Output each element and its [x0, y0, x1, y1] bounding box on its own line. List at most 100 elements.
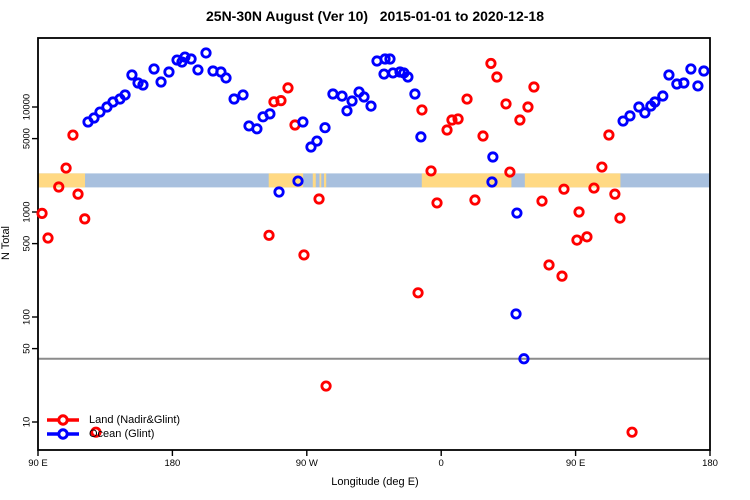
- ocean-data-point: [409, 88, 421, 100]
- ocean-data-point: [639, 107, 651, 119]
- land-data-point: [477, 130, 489, 142]
- x-tick-label: 90 E: [28, 458, 48, 469]
- ocean-data-point: [486, 176, 498, 188]
- ocean-data-point: [88, 112, 100, 124]
- ocean-data-point: [179, 51, 191, 63]
- legend: Land (Nadir&Glint) Ocean (Glint): [46, 413, 180, 441]
- land-data-point: [556, 270, 568, 282]
- ocean-data-point: [692, 80, 704, 92]
- ocean-data-point: [251, 123, 263, 135]
- ocean-data-point: [126, 69, 138, 81]
- land-data-point: [90, 426, 102, 438]
- land-data-point: [614, 212, 626, 224]
- land-data-point: [536, 195, 548, 207]
- plot-frame: [37, 37, 711, 451]
- x-tick-label: 180: [702, 458, 718, 469]
- land-data-point: [313, 193, 325, 205]
- y-axis-title: N Total: [0, 225, 12, 261]
- land-data-point: [298, 249, 310, 261]
- land-data-point: [452, 113, 464, 125]
- land-data-point: [588, 182, 600, 194]
- x-axis-title: Longitude (deg E): [331, 476, 419, 488]
- x-tick-label: 90 W: [296, 458, 318, 469]
- land-data-point: [412, 287, 424, 299]
- legend-row-ocean: Ocean (Glint): [46, 427, 180, 441]
- ocean-data-point: [163, 66, 175, 78]
- ocean-data-point: [346, 95, 358, 107]
- land-data-point: [67, 129, 79, 141]
- land-data-point: [36, 207, 48, 219]
- ocean-data-point: [663, 69, 675, 81]
- y-tick-label: 1000: [22, 201, 33, 222]
- ocean-data-point: [336, 90, 348, 102]
- x-tick-label: 180: [164, 458, 180, 469]
- land-data-point: [543, 259, 555, 271]
- ocean-data-point: [220, 72, 232, 84]
- ocean-data-point: [200, 47, 212, 59]
- y-tick-label: 10000: [22, 94, 33, 120]
- legend-row-land: Land (Nadir&Glint): [46, 413, 180, 427]
- land-data-point: [72, 188, 84, 200]
- ocean-data-point: [292, 175, 304, 187]
- ocean-data-point: [379, 53, 391, 65]
- land-data-point: [609, 188, 621, 200]
- y-tick-label: 500: [22, 236, 33, 252]
- y-tick-label: 5000: [22, 128, 33, 149]
- ocean-data-point: [518, 353, 530, 365]
- ocean-data-point: [365, 100, 377, 112]
- ocean-data-point: [617, 115, 629, 127]
- land-data-point: [603, 129, 615, 141]
- ocean-data-point: [137, 79, 149, 91]
- ocean-data-point: [192, 64, 204, 76]
- land-data-point: [581, 231, 593, 243]
- ocean-data-point: [119, 89, 131, 101]
- land-data-point: [571, 234, 583, 246]
- ocean-data-point: [237, 89, 249, 101]
- ocean-data-point: [415, 131, 427, 143]
- land-data-point: [485, 57, 497, 70]
- ocean-data-point: [624, 110, 636, 122]
- ocean-data-point: [319, 122, 331, 134]
- ocean-data-point: [341, 105, 353, 117]
- land-data-point: [275, 95, 287, 107]
- land-data-point: [522, 101, 534, 113]
- land-data-point: [79, 213, 91, 225]
- land-data-point: [263, 229, 275, 241]
- land-data-point: [504, 166, 516, 178]
- land-data-point: [514, 114, 526, 126]
- x-tick-label: 90 E: [566, 458, 586, 469]
- land-data-point: [416, 104, 428, 116]
- ocean-data-point: [94, 106, 106, 118]
- ocean-data-point: [305, 141, 317, 153]
- coast-strip-land-segment: [323, 173, 327, 188]
- legend-label-ocean: Ocean (Glint): [89, 428, 155, 440]
- coast-strip-land-segment: [319, 173, 322, 188]
- land-data-point: [461, 93, 473, 105]
- land-data-point: [320, 380, 332, 392]
- land-data-point: [500, 98, 512, 110]
- land-data-point: [558, 183, 570, 195]
- ocean-series-key-icon: [47, 428, 79, 440]
- ocean-data-point: [148, 63, 160, 75]
- ocean-data-point: [633, 101, 645, 113]
- ocean-data-point: [510, 308, 522, 320]
- land-data-point: [491, 71, 503, 83]
- land-data-point: [60, 162, 72, 174]
- ocean-data-point: [228, 93, 240, 105]
- legend-label-land: Land (Nadir&Glint): [89, 414, 181, 426]
- coast-strip-land-segment: [524, 173, 621, 188]
- coast-strip-land-segment: [38, 173, 86, 188]
- y-tick-label: 50: [22, 343, 33, 354]
- page-title: 25N-30N August (Ver 10) 2015-01-01 to 20…: [206, 8, 544, 24]
- ocean-data-point: [511, 207, 523, 219]
- y-tick-label: 100: [22, 309, 33, 325]
- y-tick-label: 10: [22, 417, 33, 428]
- ocean-data-point: [487, 151, 499, 163]
- ocean-data-point: [155, 76, 167, 88]
- land-data-point: [282, 82, 294, 94]
- land-data-point: [528, 81, 540, 93]
- ocean-data-point: [311, 135, 323, 147]
- land-data-point: [441, 124, 453, 136]
